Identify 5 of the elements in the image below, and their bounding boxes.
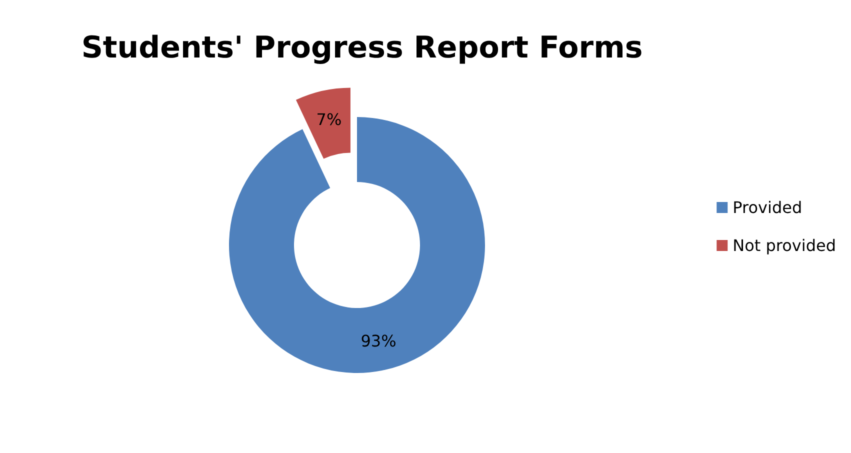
data-label: 93%	[360, 332, 396, 351]
data-label: 7%	[316, 110, 342, 130]
legend-label: Provided	[732, 198, 802, 217]
legend-label: Not provided	[732, 236, 836, 255]
chart-title: Students' Progress Report Forms	[81, 30, 643, 66]
